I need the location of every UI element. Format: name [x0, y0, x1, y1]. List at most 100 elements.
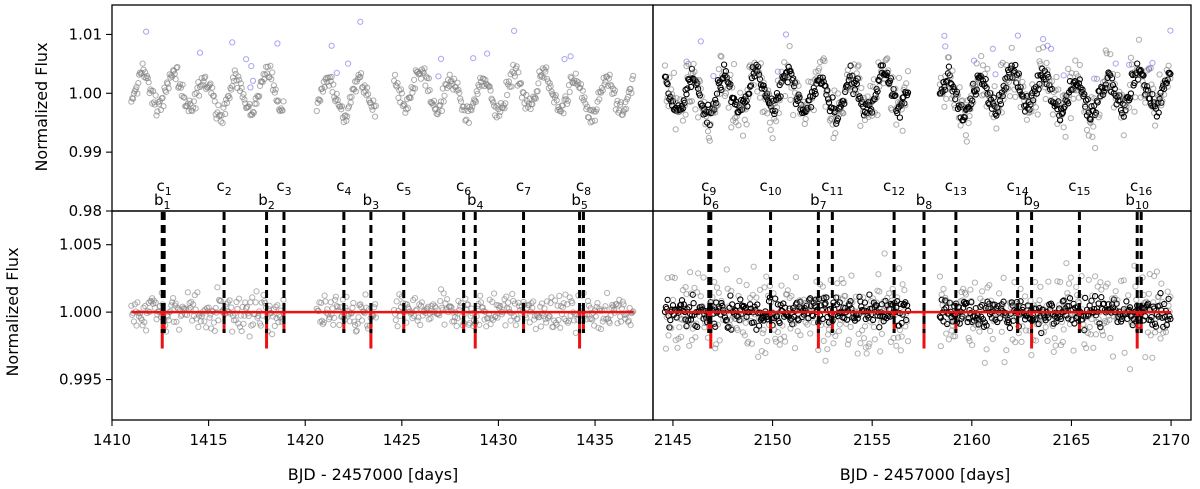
flux-point-top [1070, 95, 1077, 102]
flux-point-bottom [1028, 352, 1035, 359]
binned-point-bottom [1082, 294, 1089, 302]
flux-point-top [765, 87, 772, 94]
binned-point-bottom [795, 317, 802, 324]
binned-point-bottom [755, 322, 763, 329]
flux-point-top [402, 109, 409, 116]
flux-point-bottom [711, 278, 718, 285]
flux-point-bottom [320, 319, 327, 326]
flux-point-top [899, 127, 906, 134]
flux-point-bottom [536, 314, 543, 321]
flux-point-bottom [417, 302, 425, 309]
binned-point-top [834, 115, 842, 122]
flux-point-bottom [988, 302, 996, 309]
flux-point-top [1042, 95, 1049, 103]
x-tick-label: 1415 [190, 431, 228, 449]
outlier-point-top [1091, 75, 1098, 82]
flux-point-bottom [462, 295, 469, 302]
flux-point-top [690, 60, 697, 68]
outlier-point-top [710, 72, 717, 80]
transit-c5-label: c5 [396, 177, 411, 198]
transit-b4-label: b4 [467, 191, 484, 212]
flux-point-top [864, 93, 871, 100]
flux-point-bottom [762, 350, 769, 357]
flux-point-bottom [945, 336, 953, 343]
binned-point-bottom [964, 318, 971, 326]
flux-point-bottom [895, 265, 903, 272]
flux-point-bottom [411, 312, 418, 320]
flux-point-top [714, 101, 722, 109]
binned-point-top [1044, 71, 1051, 78]
flux-point-top [857, 122, 864, 130]
binned-point-top [819, 74, 826, 81]
binned-point-top [1015, 70, 1022, 77]
x-axis-label-right: BJD - 2457000 [days] [840, 465, 1011, 484]
flux-point-bottom [489, 298, 496, 305]
flux-point-top [815, 67, 822, 75]
flux-point-top [1090, 123, 1097, 130]
binned-point-top [894, 109, 901, 117]
flux-point-top [1072, 57, 1079, 64]
flux-point-top [163, 79, 171, 86]
flux-point-top [693, 77, 700, 84]
flux-point-top [177, 84, 184, 91]
flux-point-top [159, 94, 166, 102]
flux-point-bottom [1086, 323, 1093, 331]
flux-point-bottom [594, 300, 601, 307]
transit-c5-label-index: 5 [404, 185, 411, 198]
outlier-point-top [143, 28, 150, 35]
flux-point-top [1068, 70, 1075, 77]
flux-point-bottom [272, 303, 279, 310]
transit-b6-label-index: 6 [712, 199, 719, 212]
flux-point-bottom [318, 299, 325, 306]
flux-point-bottom [1056, 302, 1063, 309]
flux-point-bottom [551, 297, 559, 304]
flux-point-top [142, 69, 149, 76]
flux-point-top [793, 79, 800, 86]
flux-point-top [785, 71, 792, 78]
flux-point-bottom [269, 313, 277, 320]
flux-point-top [215, 102, 222, 109]
flux-point-bottom [414, 317, 421, 324]
flux-point-top [253, 100, 260, 107]
flux-point-top [425, 75, 432, 82]
flux-point-top [372, 102, 379, 110]
flux-point-top [963, 138, 970, 145]
binned-point-top [730, 95, 738, 102]
binned-point-top [1059, 109, 1066, 116]
flux-point-bottom [1083, 344, 1090, 352]
flux-point-bottom [269, 331, 276, 338]
binned-point-bottom [683, 323, 690, 330]
flux-point-top [534, 87, 541, 95]
outlier-point-top [561, 56, 568, 63]
flux-point-bottom [729, 325, 736, 332]
flux-point-bottom [451, 318, 458, 325]
flux-point-bottom [504, 299, 512, 306]
flux-point-top [764, 110, 771, 117]
flux-point-top [718, 53, 725, 60]
flux-point-top [1114, 71, 1121, 78]
y-tick-label-top: 0.99 [69, 143, 102, 161]
flux-point-top [231, 67, 238, 74]
flux-points-sector-a [128, 18, 637, 340]
flux-point-bottom [761, 284, 768, 291]
flux-point-top [1036, 58, 1043, 65]
binned-point-top [816, 74, 824, 81]
flux-point-bottom [979, 288, 986, 295]
flux-point-top [1092, 145, 1099, 152]
flux-point-bottom [1090, 344, 1097, 351]
binned-point-top [875, 76, 882, 84]
transit-c1-label-index: 1 [165, 185, 172, 198]
flux-point-top [601, 81, 608, 88]
flux-point-bottom [701, 324, 708, 331]
transit-b9-label: b9 [1023, 191, 1040, 212]
flux-point-top [1164, 83, 1171, 90]
outlier-point-top [1014, 32, 1022, 39]
flux-point-top [691, 68, 698, 75]
flux-point-top [617, 99, 625, 106]
binned-point-top [953, 88, 961, 95]
binned-point-bottom [1152, 323, 1160, 330]
binned-point-bottom [823, 294, 830, 301]
flux-point-bottom [1031, 279, 1039, 286]
flux-point-bottom [699, 303, 706, 310]
